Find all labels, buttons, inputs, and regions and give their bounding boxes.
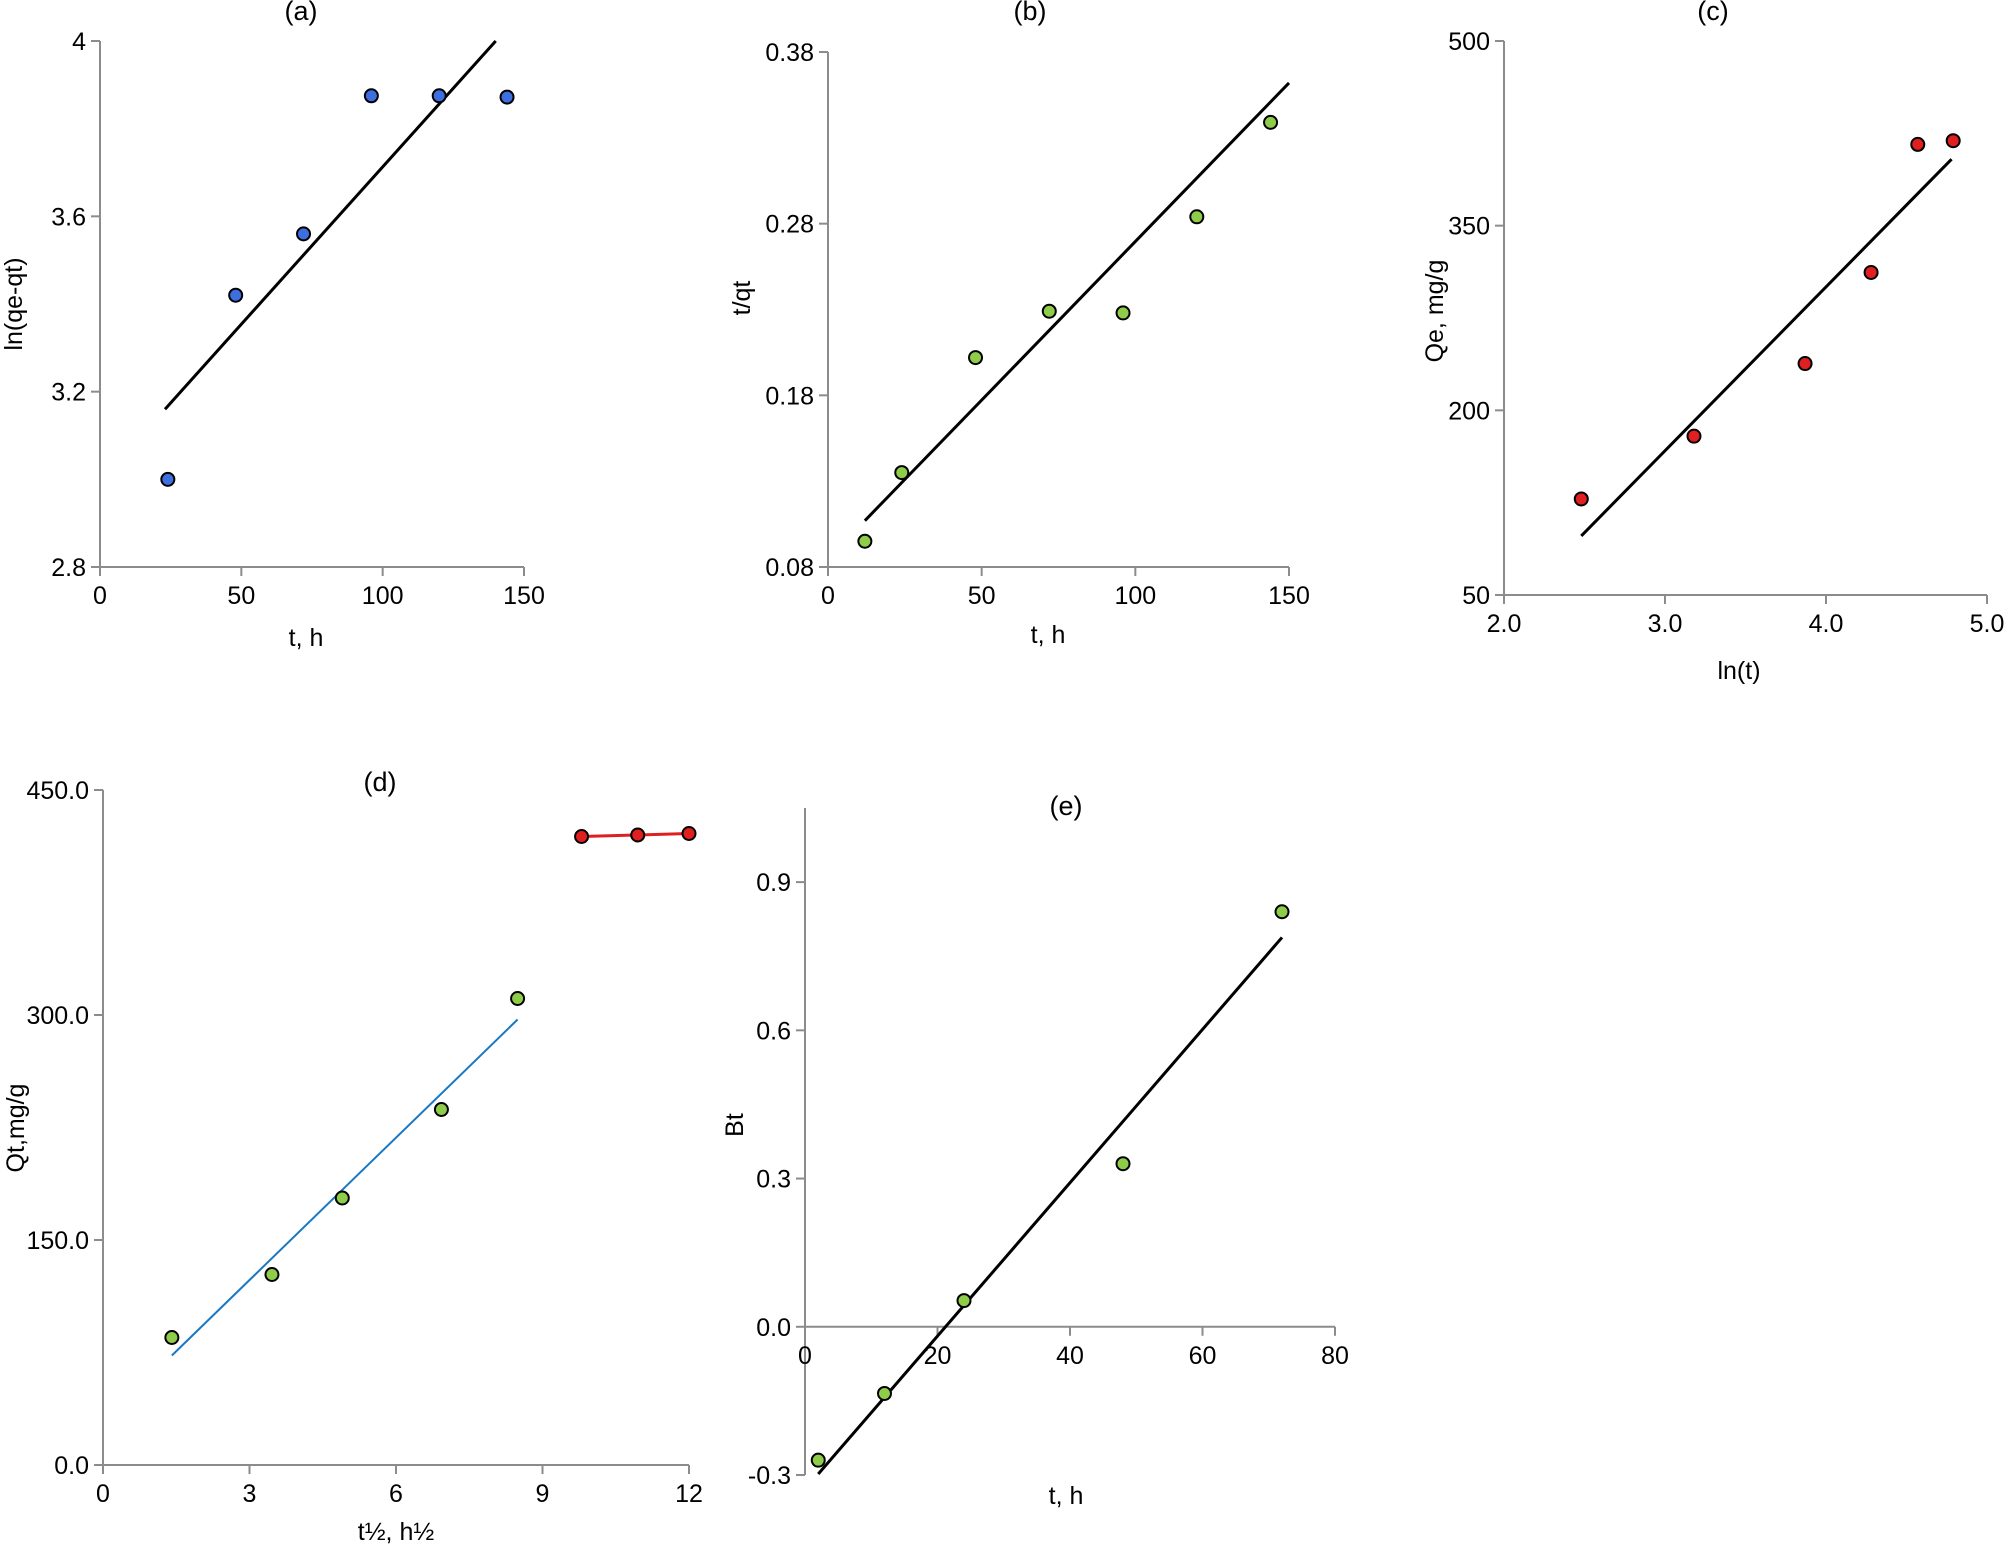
x-tick-label: 3 <box>243 1480 257 1508</box>
y-axis-label: Bt <box>721 1113 749 1137</box>
y-tick-label: 0.0 <box>756 1314 791 1342</box>
data-point <box>510 991 526 1006</box>
x-tick-label: 9 <box>536 1480 550 1508</box>
data-point <box>630 827 646 843</box>
x-tick-label: 60 <box>1189 1342 1217 1370</box>
data-point <box>1263 114 1279 130</box>
data-point <box>228 287 244 303</box>
x-tick-label: 0 <box>96 1480 110 1508</box>
x-tick-label: 6 <box>389 1480 403 1508</box>
y-tick-label: 3.2 <box>51 379 86 407</box>
data-point <box>956 1293 972 1309</box>
y-tick-label: -0.3 <box>748 1462 791 1490</box>
data-point <box>810 1452 826 1468</box>
y-tick-label: 0.9 <box>756 869 791 897</box>
chart-title: (b) <box>1014 0 1047 26</box>
y-tick-label: 150.0 <box>26 1227 89 1255</box>
data-point <box>1797 356 1813 372</box>
y-axis-label: t/qt <box>728 281 756 316</box>
panel-e: -0.30.00.30.60.90 20 40 60 80(e)t, hBt <box>721 791 1349 1510</box>
data-point <box>363 88 379 104</box>
data-point <box>968 350 984 366</box>
x-tick-label: 150 <box>503 582 545 610</box>
y-tick-label: 300.0 <box>26 1002 89 1030</box>
chart-title: (e) <box>1050 791 1083 821</box>
data-point <box>499 89 515 105</box>
x-axis-label: t, h <box>1031 621 1066 649</box>
y-tick-label: 0.18 <box>765 382 814 410</box>
data-point <box>1686 428 1702 444</box>
y-tick-label: 4 <box>72 28 86 56</box>
y-tick-label: 350 <box>1448 213 1490 241</box>
data-point <box>1274 904 1290 920</box>
panel-d: 0.0 150.0 300.0 450.0 0 3 6 9 12 (d) t½, h½ Qt,mg/g <box>2 767 703 1546</box>
data-point <box>264 1267 280 1282</box>
data-point <box>431 88 447 104</box>
y-tick-label: 0.28 <box>765 211 814 239</box>
x-tick-label: 0 <box>821 582 835 610</box>
x-tick-label: 50 <box>968 582 996 610</box>
data-point <box>1189 209 1205 225</box>
x-tick-label: 80 <box>1321 1342 1349 1370</box>
y-tick-label: 450.0 <box>26 777 89 805</box>
chart-title: (a) <box>285 0 318 26</box>
x-axis-label: ln(t) <box>1717 657 1760 685</box>
y-axis-label: ln(qe-qt) <box>0 257 28 350</box>
trend-line <box>171 1018 519 1357</box>
y-tick-label: 0.38 <box>765 39 814 67</box>
x-tick-label: 0 <box>798 1342 812 1370</box>
chart-title: (d) <box>364 767 397 797</box>
data-point <box>681 826 697 841</box>
x-tick-label: 50 <box>227 582 255 610</box>
y-tick-label: 0.6 <box>756 1017 791 1045</box>
data-point <box>1573 491 1589 507</box>
x-tick-label: 0 <box>93 582 107 610</box>
data-point <box>1115 305 1131 321</box>
x-axis-label: t½, h½ <box>358 1518 435 1546</box>
x-tick-label: 150 <box>1268 582 1310 610</box>
x-tick-label: 40 <box>1056 1342 1084 1370</box>
panel-a: 2.8 3.2 3.6 4 0 50 100 150 (a) t, h ln(qe-qt) <box>0 0 545 652</box>
data-point <box>1041 303 1057 319</box>
data-point <box>877 1385 892 1401</box>
x-axis-label: t, h <box>1049 1482 1084 1510</box>
y-tick-label: 0.0 <box>54 1452 89 1480</box>
data-point <box>1115 1156 1131 1172</box>
y-tick-label: 200 <box>1448 397 1490 425</box>
data-point <box>296 226 312 242</box>
panel-b: 0.08 0.18 0.28 0.38 0 50 100 150 (b) t, h t/qt <box>728 0 1310 649</box>
data-point <box>1910 136 1926 152</box>
data-point <box>433 1102 449 1117</box>
y-tick-label: 50 <box>1462 582 1490 610</box>
data-point <box>857 533 873 549</box>
x-tick-label: 100 <box>362 582 404 610</box>
trend-line <box>863 81 1291 522</box>
y-tick-label: 0.3 <box>756 1166 791 1194</box>
y-tick-label: 2.8 <box>51 554 86 582</box>
y-tick-label: 3.6 <box>51 203 86 231</box>
trend-line <box>817 936 1284 1475</box>
y-tick-label: 500 <box>1448 28 1490 56</box>
x-tick-label: 4.0 <box>1809 610 1844 638</box>
x-axis-label: t, h <box>289 624 324 652</box>
x-tick-label: 3.0 <box>1648 610 1683 638</box>
data-point <box>334 1190 350 1206</box>
x-tick-label: 12 <box>675 1480 703 1508</box>
y-axis-label: Qe, mg/g <box>1421 260 1449 363</box>
data-point <box>1863 264 1879 280</box>
y-tick-label: 0.08 <box>765 554 814 582</box>
data-point <box>160 471 176 487</box>
trend-line <box>1580 158 1953 537</box>
x-tick-label: 2.0 <box>1487 610 1522 638</box>
data-point <box>894 465 910 481</box>
y-axis-label: Qt,mg/g <box>2 1084 30 1173</box>
data-point <box>1945 133 1961 149</box>
data-point <box>574 829 590 844</box>
data-point <box>164 1330 180 1345</box>
chart-title: (c) <box>1697 0 1728 26</box>
x-tick-label: 5.0 <box>1970 610 2005 638</box>
panel-c: 50 200 350 500 2.0 3.0 4.0 5.0 (c) ln(t) Qe, mg/g <box>1421 0 2004 685</box>
x-tick-label: 100 <box>1114 582 1156 610</box>
